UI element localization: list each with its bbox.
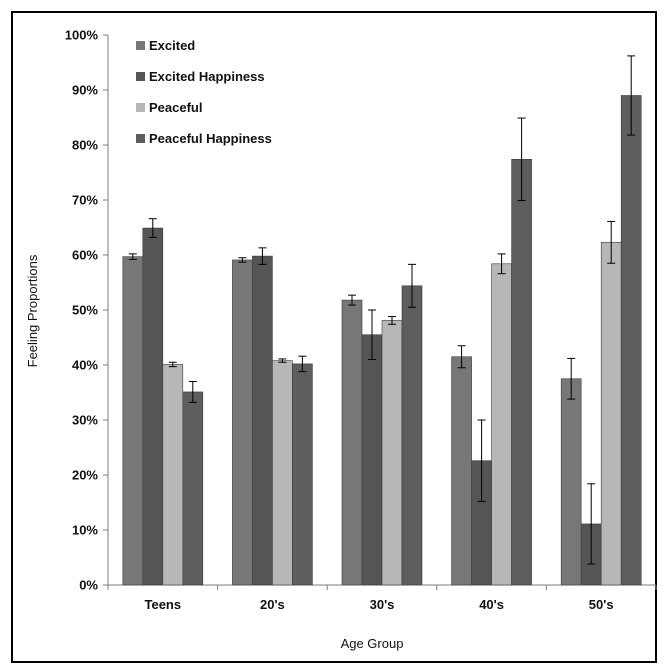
bars (122, 95, 642, 586)
bar (560, 378, 582, 586)
y-tick-label: 10% (72, 523, 98, 538)
bar (122, 256, 144, 586)
y-tick-label: 40% (72, 358, 98, 373)
bar (292, 363, 313, 586)
x-tick-label: 30's (370, 597, 395, 612)
bar (142, 227, 164, 586)
x-tick-label: 40's (479, 597, 504, 612)
legend: Excited Excited Happiness Peaceful Peaceful… (136, 38, 272, 146)
bar (252, 255, 273, 586)
bar (381, 320, 403, 586)
legend-swatch (136, 103, 145, 112)
y-axis-title: Feeling Proportions (25, 254, 40, 367)
bar (491, 263, 512, 586)
error-bars (128, 55, 636, 565)
chart-frame (11, 11, 657, 663)
x-axis-title: Age Group (341, 636, 404, 651)
x-tick-label: 50's (589, 597, 614, 612)
legend-label: Peaceful (149, 100, 202, 115)
legend-swatch (136, 41, 145, 50)
bar (182, 391, 204, 586)
y-tick-label: 60% (72, 248, 98, 263)
bar (511, 159, 532, 586)
x-tick-label: Teens (144, 597, 181, 612)
y-tick-label: 50% (72, 303, 98, 318)
bar (341, 299, 363, 586)
legend-swatch (136, 134, 145, 143)
bar (620, 95, 642, 586)
y-tick-label: 100% (65, 28, 99, 43)
bar (232, 259, 253, 586)
legend-label: Peaceful Happiness (149, 131, 272, 146)
y-axis: 0% 10% 20% 30% 40% 50% 60% 70% 80% 90% 100% (65, 28, 109, 593)
y-tick-label: 80% (72, 138, 98, 153)
bar (451, 356, 472, 586)
x-axis: Teens 20's 30's 40's 50's (107, 584, 657, 612)
bar (162, 364, 184, 586)
y-tick-label: 20% (72, 468, 98, 483)
y-tick-label: 0% (79, 578, 98, 593)
bar (401, 285, 423, 586)
y-tick-label: 30% (72, 413, 98, 428)
y-tick-label: 70% (72, 193, 98, 208)
y-tick-label: 90% (72, 83, 98, 98)
x-tick-label: 20's (260, 597, 285, 612)
bar (272, 360, 293, 586)
legend-swatch (136, 72, 145, 81)
bar (600, 242, 622, 586)
legend-label: Excited Happiness (149, 69, 265, 84)
legend-label: Excited (149, 38, 195, 53)
bar (361, 334, 383, 586)
